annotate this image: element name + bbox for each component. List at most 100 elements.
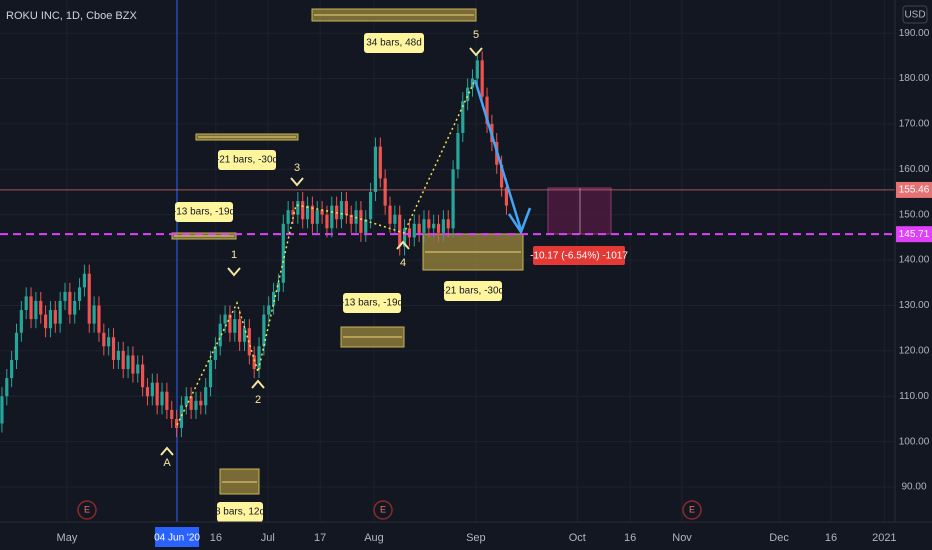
candle-body bbox=[407, 228, 412, 238]
x-tick-label: 16 bbox=[825, 532, 837, 544]
y-tick-label: 90.00 bbox=[901, 482, 926, 493]
candle-body bbox=[466, 87, 470, 102]
chart-title: ROKU INC, 1D, Cboe BZX bbox=[6, 10, 137, 22]
candle-body bbox=[499, 164, 504, 188]
wave-path bbox=[176, 79, 476, 426]
candle-body bbox=[92, 305, 96, 324]
candle-body bbox=[485, 96, 489, 124]
candle-body bbox=[276, 282, 281, 292]
wave-label: 5 bbox=[473, 29, 479, 41]
candle-body bbox=[281, 223, 285, 283]
candle-body bbox=[174, 418, 179, 429]
candle-body bbox=[19, 310, 23, 333]
candle-body bbox=[441, 219, 445, 233]
price-axis bbox=[895, 0, 932, 550]
candle-body bbox=[315, 210, 319, 224]
candle-body bbox=[388, 205, 392, 224]
candle-body bbox=[262, 314, 266, 347]
candle-body bbox=[436, 223, 441, 233]
wave-label: 2 bbox=[255, 394, 261, 406]
candle-body bbox=[58, 300, 62, 324]
candle-body bbox=[63, 291, 67, 301]
candle-body bbox=[417, 223, 421, 233]
candle-body bbox=[461, 101, 465, 133]
y-tick-label: 190.00 bbox=[899, 28, 930, 39]
candle-body bbox=[53, 310, 57, 324]
candle-body bbox=[43, 314, 48, 329]
chevron bbox=[160, 446, 174, 456]
wave-label: 3 bbox=[294, 162, 300, 174]
candle-body bbox=[480, 60, 484, 97]
candle-body bbox=[475, 60, 479, 79]
candle-body bbox=[301, 201, 305, 220]
candle-body bbox=[170, 409, 174, 419]
wave-label: 1 bbox=[231, 249, 237, 261]
candle-body bbox=[422, 219, 426, 233]
forecast-arrow bbox=[473, 79, 523, 231]
chevron bbox=[251, 379, 265, 389]
candle-body bbox=[364, 219, 368, 233]
annotations: 34 bars, 48d -21 bars, -30d -13 bars, -19d… bbox=[77, 29, 702, 522]
candle-body bbox=[107, 337, 111, 347]
candle-body bbox=[213, 346, 217, 360]
price-badge bbox=[896, 226, 932, 243]
event-marker bbox=[682, 500, 702, 520]
candle-body bbox=[451, 169, 455, 229]
candle-body bbox=[87, 273, 91, 324]
event-label: E bbox=[84, 504, 90, 514]
wave-label: 4 bbox=[400, 257, 406, 269]
candle-body bbox=[77, 287, 82, 301]
candle-body bbox=[131, 355, 135, 374]
candle-body bbox=[359, 210, 363, 233]
measure-label: -21 bars, -30d bbox=[442, 286, 504, 297]
arrow-head bbox=[507, 207, 532, 235]
candle-body bbox=[136, 364, 140, 374]
candle-body bbox=[223, 314, 227, 324]
candle-body bbox=[233, 319, 237, 333]
candle-body bbox=[111, 337, 116, 360]
price-lines bbox=[0, 189, 895, 236]
candle-body bbox=[194, 400, 198, 410]
candle-body bbox=[344, 201, 348, 215]
candle-body bbox=[305, 205, 310, 220]
candle-body bbox=[189, 396, 193, 410]
x-tick-label: Dec bbox=[769, 532, 789, 544]
candle-body bbox=[5, 378, 9, 397]
price-badge-label: 145.71 bbox=[899, 229, 930, 240]
measure-label: 34 bars, 48d bbox=[366, 38, 422, 49]
wave-chevrons bbox=[160, 47, 483, 456]
trade-box bbox=[533, 246, 625, 265]
candle-body bbox=[504, 187, 509, 206]
x-tick-label: Aug bbox=[364, 532, 384, 544]
candle-body bbox=[179, 405, 184, 429]
candles bbox=[0, 51, 509, 438]
candle-body bbox=[116, 350, 120, 360]
chevron bbox=[396, 240, 410, 250]
candle-body bbox=[349, 214, 353, 224]
candle-body bbox=[330, 205, 334, 229]
price-badge-label: 155.46 bbox=[899, 185, 930, 196]
wave-label: A bbox=[163, 457, 171, 469]
candle-body bbox=[291, 210, 295, 215]
y-tick-label: 180.00 bbox=[899, 73, 930, 84]
range-arrows bbox=[174, 14, 521, 483]
x-tick-label: 2021 bbox=[872, 532, 896, 544]
candle-body bbox=[383, 178, 387, 206]
candle-body bbox=[369, 192, 373, 220]
chevron bbox=[290, 177, 304, 187]
x-tick-label: 16 bbox=[210, 532, 222, 544]
y-tick-label: 130.00 bbox=[899, 300, 930, 311]
candle-body bbox=[29, 296, 33, 320]
candle-body bbox=[24, 296, 28, 311]
candle-body bbox=[402, 228, 407, 247]
candle-body bbox=[145, 387, 150, 397]
candle-body bbox=[432, 223, 436, 229]
x-tick-highlight bbox=[155, 527, 200, 547]
chevron bbox=[469, 47, 483, 57]
x-tick-label: Oct bbox=[569, 532, 586, 544]
candle-body bbox=[34, 300, 38, 320]
candle-body bbox=[184, 396, 188, 406]
x-tick-label: Nov bbox=[672, 532, 692, 544]
